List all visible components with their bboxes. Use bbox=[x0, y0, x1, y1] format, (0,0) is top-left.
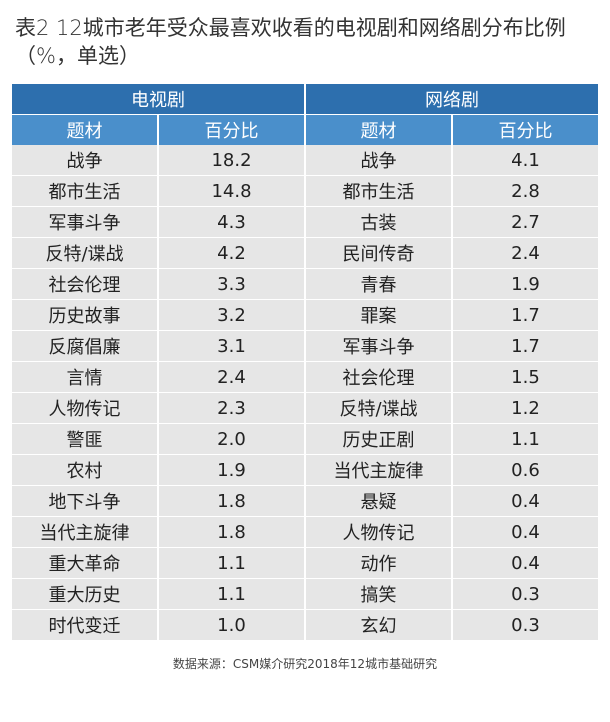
tv-percent-cell: 1.1 bbox=[157, 578, 306, 610]
web-group-header: 网络剧 bbox=[304, 84, 600, 115]
web-percent-cell: 1.1 bbox=[451, 423, 600, 455]
data-table: 电视剧 网络剧 题材 百分比 题材 百分比 战争 18.2 战争 4.1 都市生活 14.… bbox=[10, 84, 600, 641]
web-subject-cell: 古装 bbox=[304, 206, 453, 238]
web-subject-header: 题材 bbox=[304, 114, 453, 145]
table-row: 反腐倡廉 3.1 军事斗争 1.7 bbox=[10, 330, 600, 362]
tv-percent-cell: 1.8 bbox=[157, 485, 306, 517]
table-body: 战争 18.2 战争 4.1 都市生活 14.8 都市生活 2.8 军事斗争 4.3 古装 2.7 反特… bbox=[10, 145, 600, 641]
web-percent-cell: 0.6 bbox=[451, 454, 600, 486]
web-percent-header: 百分比 bbox=[451, 114, 600, 145]
tv-subject-cell: 战争 bbox=[10, 145, 159, 176]
table-row: 都市生活 14.8 都市生活 2.8 bbox=[10, 175, 600, 207]
web-subject-cell: 罪案 bbox=[304, 299, 453, 331]
table-row: 时代变迁 1.0 玄幻 0.3 bbox=[10, 609, 600, 641]
tv-percent-cell: 18.2 bbox=[157, 145, 306, 176]
web-percent-cell: 1.5 bbox=[451, 361, 600, 393]
web-percent-cell: 2.8 bbox=[451, 175, 600, 207]
tv-percent-cell: 1.1 bbox=[157, 547, 306, 579]
tv-percent-cell: 3.1 bbox=[157, 330, 306, 362]
tv-group-header: 电视剧 bbox=[10, 84, 306, 115]
web-subject-cell: 青春 bbox=[304, 268, 453, 300]
web-subject-cell: 反特/谍战 bbox=[304, 392, 453, 424]
table-row: 重大历史 1.1 搞笑 0.3 bbox=[10, 578, 600, 610]
tv-subject-cell: 反腐倡廉 bbox=[10, 330, 159, 362]
web-subject-cell: 悬疑 bbox=[304, 485, 453, 517]
tv-percent-cell: 1.0 bbox=[157, 609, 306, 641]
tv-percent-cell: 4.2 bbox=[157, 237, 306, 269]
tv-percent-cell: 1.9 bbox=[157, 454, 306, 486]
web-subject-cell: 民间传奇 bbox=[304, 237, 453, 269]
column-header-row: 题材 百分比 题材 百分比 bbox=[10, 114, 600, 145]
web-subject-cell: 人物传记 bbox=[304, 516, 453, 548]
tv-percent-cell: 14.8 bbox=[157, 175, 306, 207]
table-row: 言情 2.4 社会伦理 1.5 bbox=[10, 361, 600, 393]
web-percent-cell: 0.4 bbox=[451, 547, 600, 579]
web-percent-cell: 1.2 bbox=[451, 392, 600, 424]
web-percent-cell: 1.7 bbox=[451, 299, 600, 331]
table-row: 历史故事 3.2 罪案 1.7 bbox=[10, 299, 600, 331]
group-header-row: 电视剧 网络剧 bbox=[10, 84, 600, 115]
tv-subject-cell: 农村 bbox=[10, 454, 159, 486]
web-percent-cell: 0.4 bbox=[451, 485, 600, 517]
tv-subject-cell: 时代变迁 bbox=[10, 609, 159, 641]
table-row: 社会伦理 3.3 青春 1.9 bbox=[10, 268, 600, 300]
tv-subject-cell: 重大革命 bbox=[10, 547, 159, 579]
table-row: 农村 1.9 当代主旋律 0.6 bbox=[10, 454, 600, 486]
web-percent-cell: 2.4 bbox=[451, 237, 600, 269]
web-subject-cell: 当代主旋律 bbox=[304, 454, 453, 486]
tv-subject-header: 题材 bbox=[10, 114, 159, 145]
web-percent-cell: 0.3 bbox=[451, 609, 600, 641]
table-row: 重大革命 1.1 动作 0.4 bbox=[10, 547, 600, 579]
tv-subject-cell: 重大历史 bbox=[10, 578, 159, 610]
web-percent-cell: 2.7 bbox=[451, 206, 600, 238]
web-percent-cell: 0.3 bbox=[451, 578, 600, 610]
tv-subject-cell: 反特/谍战 bbox=[10, 237, 159, 269]
data-source-note: 数据来源：CSM媒介研究2018年12城市基础研究 bbox=[172, 657, 438, 671]
tv-percent-cell: 3.2 bbox=[157, 299, 306, 331]
tv-subject-cell: 历史故事 bbox=[10, 299, 159, 331]
web-subject-cell: 社会伦理 bbox=[304, 361, 453, 393]
web-subject-cell: 动作 bbox=[304, 547, 453, 579]
table-row: 地下斗争 1.8 悬疑 0.4 bbox=[10, 485, 600, 517]
table-row: 反特/谍战 4.2 民间传奇 2.4 bbox=[10, 237, 600, 269]
web-subject-cell: 都市生活 bbox=[304, 175, 453, 207]
tv-percent-cell: 3.3 bbox=[157, 268, 306, 300]
tv-percent-cell: 1.8 bbox=[157, 516, 306, 548]
tv-subject-cell: 军事斗争 bbox=[10, 206, 159, 238]
tv-percent-cell: 2.3 bbox=[157, 392, 306, 424]
tv-percent-cell: 2.4 bbox=[157, 361, 306, 393]
tv-subject-cell: 都市生活 bbox=[10, 175, 159, 207]
web-subject-cell: 历史正剧 bbox=[304, 423, 453, 455]
web-percent-cell: 1.9 bbox=[451, 268, 600, 300]
web-subject-cell: 玄幻 bbox=[304, 609, 453, 641]
table-row: 战争 18.2 战争 4.1 bbox=[10, 145, 600, 176]
web-percent-cell: 1.7 bbox=[451, 330, 600, 362]
tv-subject-cell: 当代主旋律 bbox=[10, 516, 159, 548]
table-row: 军事斗争 4.3 古装 2.7 bbox=[10, 206, 600, 238]
web-percent-cell: 0.4 bbox=[451, 516, 600, 548]
tv-percent-header: 百分比 bbox=[157, 114, 306, 145]
tv-subject-cell: 地下斗争 bbox=[10, 485, 159, 517]
web-subject-cell: 搞笑 bbox=[304, 578, 453, 610]
table-title: 表2 12城市老年受众最喜欢收看的电视剧和网络剧分布比例（%，单选） bbox=[15, 16, 566, 68]
tv-subject-cell: 社会伦理 bbox=[10, 268, 159, 300]
table-row: 人物传记 2.3 反特/谍战 1.2 bbox=[10, 392, 600, 424]
table-row: 当代主旋律 1.8 人物传记 0.4 bbox=[10, 516, 600, 548]
tv-subject-cell: 言情 bbox=[10, 361, 159, 393]
web-subject-cell: 战争 bbox=[304, 145, 453, 176]
tv-percent-cell: 2.0 bbox=[157, 423, 306, 455]
tv-percent-cell: 4.3 bbox=[157, 206, 306, 238]
tv-subject-cell: 警匪 bbox=[10, 423, 159, 455]
web-percent-cell: 4.1 bbox=[451, 145, 600, 176]
tv-subject-cell: 人物传记 bbox=[10, 392, 159, 424]
web-subject-cell: 军事斗争 bbox=[304, 330, 453, 362]
table-row: 警匪 2.0 历史正剧 1.1 bbox=[10, 423, 600, 455]
